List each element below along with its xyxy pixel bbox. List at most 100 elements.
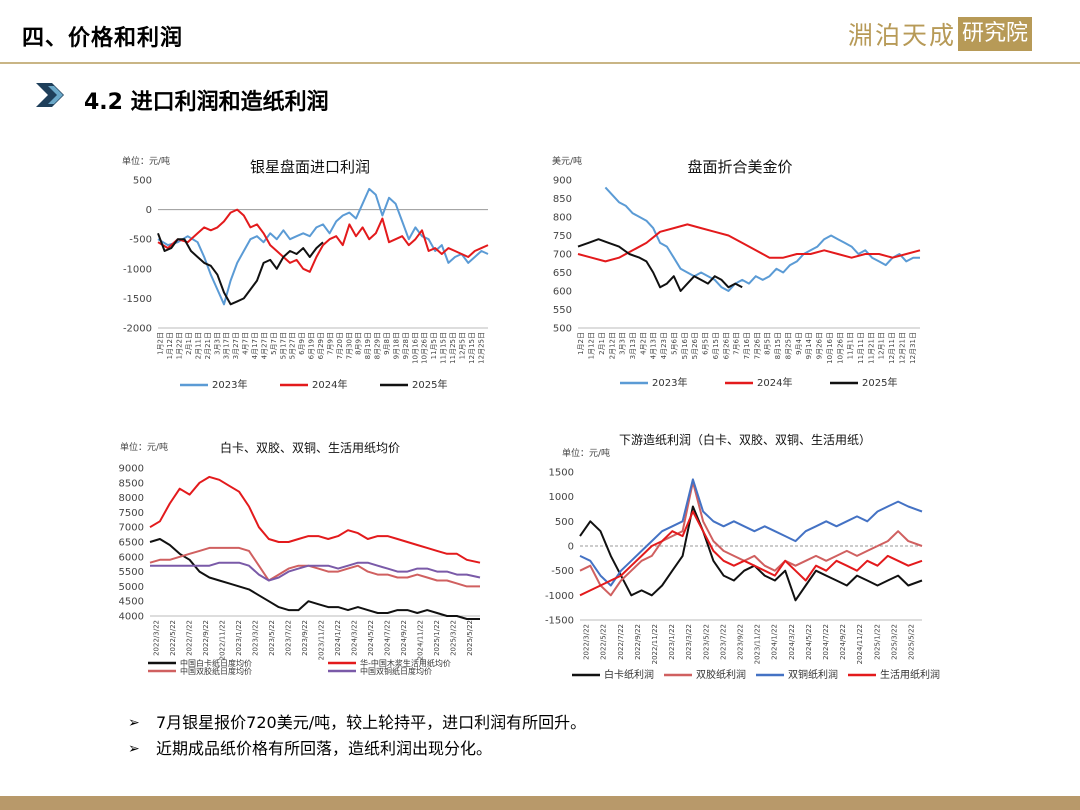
y-tick-label: -1500	[123, 294, 152, 305]
x-tick-label: 2024/9/22	[400, 620, 408, 656]
chart-title: 白卡、双胶、双铜、生活用纸均价	[220, 440, 400, 455]
x-tick-label: 8月29日	[374, 332, 382, 359]
legend-label-2: 2024年	[757, 376, 792, 389]
y-tick-label: 0	[568, 542, 574, 553]
x-tick-label: 2022/3/22	[152, 620, 160, 656]
bullet-text: 近期成品纸价格有所回落，造纸利润出现分化。	[156, 739, 493, 758]
x-tick-label: 2023/11/22	[754, 624, 762, 664]
x-tick-label: 6月5日	[702, 332, 710, 355]
x-tick-label: 11月5日	[430, 332, 438, 359]
bullet-item: ➢ 7月银星报价720美元/吨，较上轮持平，进口利润有所回升。	[128, 710, 586, 736]
x-tick-label: 11月11日	[857, 332, 865, 364]
y-tick-label: 7500	[119, 508, 144, 519]
legend-label-1: 中国白卡纸日度均价	[180, 658, 252, 668]
y-tick-label: 500	[555, 517, 574, 528]
x-tick-label: 12月15日	[468, 332, 476, 364]
x-tick-label: 11月1日	[847, 332, 855, 359]
x-tick-label: 5月16日	[681, 332, 689, 359]
x-tick-label: 2024/11/22	[856, 624, 864, 664]
y-tick-label: 4500	[119, 597, 144, 608]
legend-label-2: 2024年	[312, 378, 347, 391]
legend-label-2: 华-中国木浆生活用纸均价	[360, 658, 451, 668]
x-tick-label: 2023/11/22	[317, 620, 325, 660]
chart-usd-price-svg: 盘面折合美金价 美元/吨 900 850 800 750 700 650 600 550 500 1月…	[552, 155, 921, 389]
legend-label-1: 2023年	[652, 376, 687, 389]
legend-label-1: 白卡纸利润	[604, 668, 654, 681]
chevron-right-icon	[34, 80, 74, 114]
x-tick-label: 2022/11/22	[651, 624, 659, 664]
x-tick-label: 2022/3/22	[583, 624, 591, 660]
x-tick-label: 2025/5/22	[907, 624, 915, 660]
y-tick-label: -500	[551, 566, 574, 577]
x-tick-label: 12月1日	[878, 332, 886, 359]
x-tick-label: 10月26日	[836, 332, 844, 364]
x-tick-label: 2022/9/22	[202, 620, 210, 656]
y-tick-label: 550	[553, 305, 572, 316]
x-tick-label: 2022/7/22	[185, 620, 193, 656]
x-tick-label: 8月5日	[764, 332, 772, 355]
x-tick-label: 9月8日	[383, 332, 391, 355]
bullet-text: 7月银星报价720美元/吨，较上轮持平，进口利润有所回升。	[156, 713, 587, 732]
y-tick-label: 900	[553, 176, 572, 187]
y-tick-label: 4000	[119, 612, 144, 623]
axis-unit-label: 单位：元/吨	[120, 441, 168, 453]
series-line-4	[579, 510, 923, 597]
x-tick-label: 2023/9/22	[736, 624, 744, 660]
x-tick-label: 12月31日	[909, 332, 917, 364]
x-tick-label: 2024/1/22	[334, 620, 342, 656]
x-tick-label: 2022/11/22	[218, 620, 226, 660]
y-tick-label: 6500	[119, 538, 144, 549]
x-tick-label: 2025/3/22	[449, 620, 457, 656]
x-tick-label: 2月1日	[598, 332, 606, 355]
y-tick-label: 800	[553, 213, 572, 224]
x-tick-label: 2025/1/22	[433, 620, 441, 656]
series-line-3	[579, 478, 923, 587]
x-tick-label: 2月21日	[204, 332, 212, 359]
x-tick-label: 2022/5/22	[600, 624, 608, 660]
x-tick-label: 5月7日	[270, 332, 278, 355]
legend-label-3: 双铜纸利润	[788, 668, 838, 681]
y-tick-label: 9000	[119, 464, 144, 475]
chart-paper-prices-svg: 白卡、双胶、双铜、生活用纸均价 单位：元/吨 9000 8500 8000 7500 700…	[119, 440, 481, 676]
legend-label-2: 双胶纸利润	[696, 668, 746, 681]
x-tick-label: 2025/5/22	[466, 620, 474, 656]
x-tick-label: 9月26日	[816, 332, 824, 359]
x-tick-label: 6月26日	[722, 332, 730, 359]
x-tick-label: 3月3日	[619, 332, 627, 355]
x-tick-label: 2023/5/22	[268, 620, 276, 656]
chart-title: 下游造纸利润（白卡、双胶、双铜、生活用纸）	[619, 432, 871, 447]
x-tick-label: 5月27日	[289, 332, 297, 359]
x-tick-label: 11月21日	[867, 332, 875, 364]
x-tick-label: 2024/7/22	[822, 624, 830, 660]
section-title: 4.2 进口利润和造纸利润	[84, 90, 329, 115]
x-tick-label: 2023/5/22	[702, 624, 710, 660]
x-tick-label: 2022/5/22	[169, 620, 177, 656]
series-line-2	[577, 223, 921, 263]
chart-usd-price: 盘面折合美金价 美元/吨 900 850 800 750 700 650 600 550 500 1月…	[540, 150, 940, 400]
y-tick-label: 8000	[119, 493, 144, 504]
x-tick-label: 3月27日	[232, 332, 240, 359]
bullet-item: ➢ 近期成品纸价格有所回落，造纸利润出现分化。	[128, 736, 586, 762]
x-tick-label: 2月12日	[608, 332, 616, 359]
series-line-1	[579, 505, 923, 602]
x-tick-label: 12月11日	[888, 332, 896, 364]
x-tick-label: 1月12日	[166, 332, 174, 359]
y-tick-label: 850	[553, 194, 572, 205]
x-tick-label: 3月17日	[223, 332, 231, 359]
x-tick-label: 9月18日	[392, 332, 400, 359]
y-tick-label: 0	[146, 205, 152, 216]
arrow-bullet-icon: ➢	[128, 715, 140, 731]
x-tick-label: 8月25日	[784, 332, 792, 359]
x-tick-label: 2024/5/22	[805, 624, 813, 660]
x-tick-label: 12月21日	[898, 332, 906, 364]
axis-unit-label: 单位：元/吨	[562, 447, 610, 459]
x-tick-label: 2024/3/22	[350, 620, 358, 656]
chart-import-profit-svg: 银星盘面进口利润 单位：元/吨 500 0 -500 -1000 -1500 -2000 1月2…	[122, 155, 489, 391]
x-tick-label: 12月25日	[477, 332, 485, 364]
x-tick-label: 10月16日	[826, 332, 834, 364]
y-tick-label: 500	[133, 176, 152, 187]
x-tick-label: 2024/9/22	[839, 624, 847, 660]
x-tick-label: 3月13日	[629, 332, 637, 359]
x-tick-label: 7月6日	[733, 332, 741, 355]
series-line-2	[157, 208, 489, 273]
